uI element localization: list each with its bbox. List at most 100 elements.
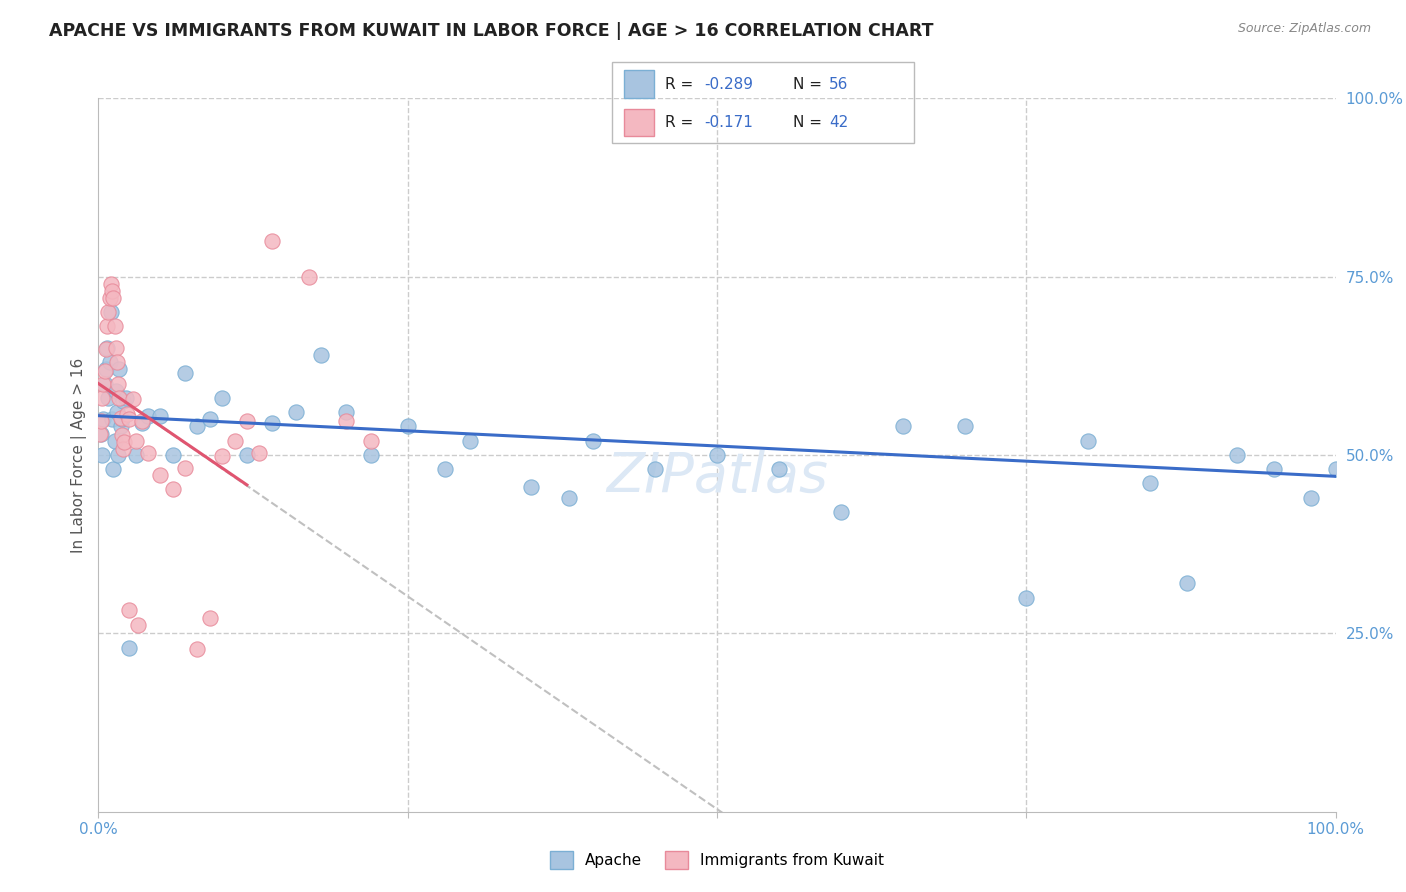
Point <box>891 419 914 434</box>
Point <box>162 448 184 462</box>
Point <box>103 434 125 448</box>
Point <box>96 341 118 355</box>
Point <box>93 364 115 378</box>
Point <box>1077 434 1099 448</box>
Point <box>1299 491 1322 505</box>
Point <box>768 462 790 476</box>
Point <box>105 405 128 419</box>
Point <box>91 391 114 405</box>
Text: N =: N = <box>793 77 827 92</box>
Point <box>112 394 135 409</box>
Point <box>582 434 605 448</box>
Point <box>174 460 197 475</box>
Point <box>1139 476 1161 491</box>
Point <box>1226 448 1249 462</box>
Point <box>198 412 221 426</box>
Point <box>285 405 308 419</box>
Point <box>111 412 134 426</box>
Point <box>557 491 579 505</box>
Point <box>236 448 259 462</box>
Point <box>211 391 233 405</box>
Point <box>118 603 141 617</box>
Point <box>108 362 131 376</box>
Point <box>93 376 115 391</box>
Point <box>90 414 112 428</box>
Point <box>298 269 321 284</box>
Point <box>103 319 125 334</box>
Point <box>94 362 117 376</box>
Point <box>260 234 283 248</box>
Point <box>97 391 120 405</box>
Point <box>90 426 112 441</box>
Point <box>107 376 129 391</box>
Point <box>136 446 159 460</box>
Text: R =: R = <box>665 115 697 130</box>
Text: -0.289: -0.289 <box>704 77 752 92</box>
Point <box>93 376 115 391</box>
Point <box>149 409 172 423</box>
Point <box>122 392 145 407</box>
Point <box>101 412 124 426</box>
Point <box>830 505 852 519</box>
Point <box>360 434 382 448</box>
Text: -0.171: -0.171 <box>704 115 752 130</box>
Point <box>118 640 141 655</box>
Point <box>309 348 332 362</box>
Point <box>396 419 419 434</box>
Point <box>98 355 121 369</box>
Point <box>124 434 146 448</box>
Point <box>433 462 456 476</box>
Point <box>520 480 543 494</box>
Point <box>100 305 122 319</box>
Point <box>115 407 138 421</box>
Point <box>91 448 114 462</box>
Point <box>360 448 382 462</box>
Point <box>260 416 283 430</box>
Point <box>131 416 153 430</box>
Point <box>118 412 141 426</box>
Point <box>335 414 357 428</box>
Text: Source: ZipAtlas.com: Source: ZipAtlas.com <box>1237 22 1371 36</box>
Point <box>198 610 221 624</box>
Bar <box>624 109 654 136</box>
Point <box>247 446 270 460</box>
Point <box>186 419 208 434</box>
Point <box>97 305 120 319</box>
Point <box>458 434 481 448</box>
Point <box>104 341 127 355</box>
Point <box>104 384 127 398</box>
Point <box>108 391 131 405</box>
Text: N =: N = <box>793 115 827 130</box>
Point <box>136 409 159 423</box>
Point <box>1324 462 1347 476</box>
Point <box>110 410 132 425</box>
Text: APACHE VS IMMIGRANTS FROM KUWAIT IN LABOR FORCE | AGE > 16 CORRELATION CHART: APACHE VS IMMIGRANTS FROM KUWAIT IN LABO… <box>49 22 934 40</box>
Point <box>103 462 125 476</box>
Text: ZIPatlas: ZIPatlas <box>606 450 828 503</box>
Point <box>93 412 115 426</box>
Point <box>124 448 146 462</box>
Point <box>236 414 259 428</box>
Point <box>1015 591 1038 605</box>
Point <box>107 448 129 462</box>
Text: 42: 42 <box>830 115 848 130</box>
Point <box>98 291 121 305</box>
Point <box>174 366 197 380</box>
Point <box>953 419 976 434</box>
Point <box>111 428 134 442</box>
Point <box>186 642 208 657</box>
Point <box>1175 576 1198 591</box>
Point <box>112 442 135 457</box>
Point <box>127 617 149 632</box>
Point <box>224 434 246 448</box>
Point <box>1263 462 1285 476</box>
Text: 56: 56 <box>830 77 849 92</box>
Point <box>114 391 136 405</box>
Point <box>89 426 111 441</box>
Point <box>706 448 728 462</box>
Text: R =: R = <box>665 77 697 92</box>
Point <box>101 284 124 298</box>
Point <box>211 450 233 464</box>
Y-axis label: In Labor Force | Age > 16: In Labor Force | Age > 16 <box>72 358 87 552</box>
Point <box>110 419 132 434</box>
